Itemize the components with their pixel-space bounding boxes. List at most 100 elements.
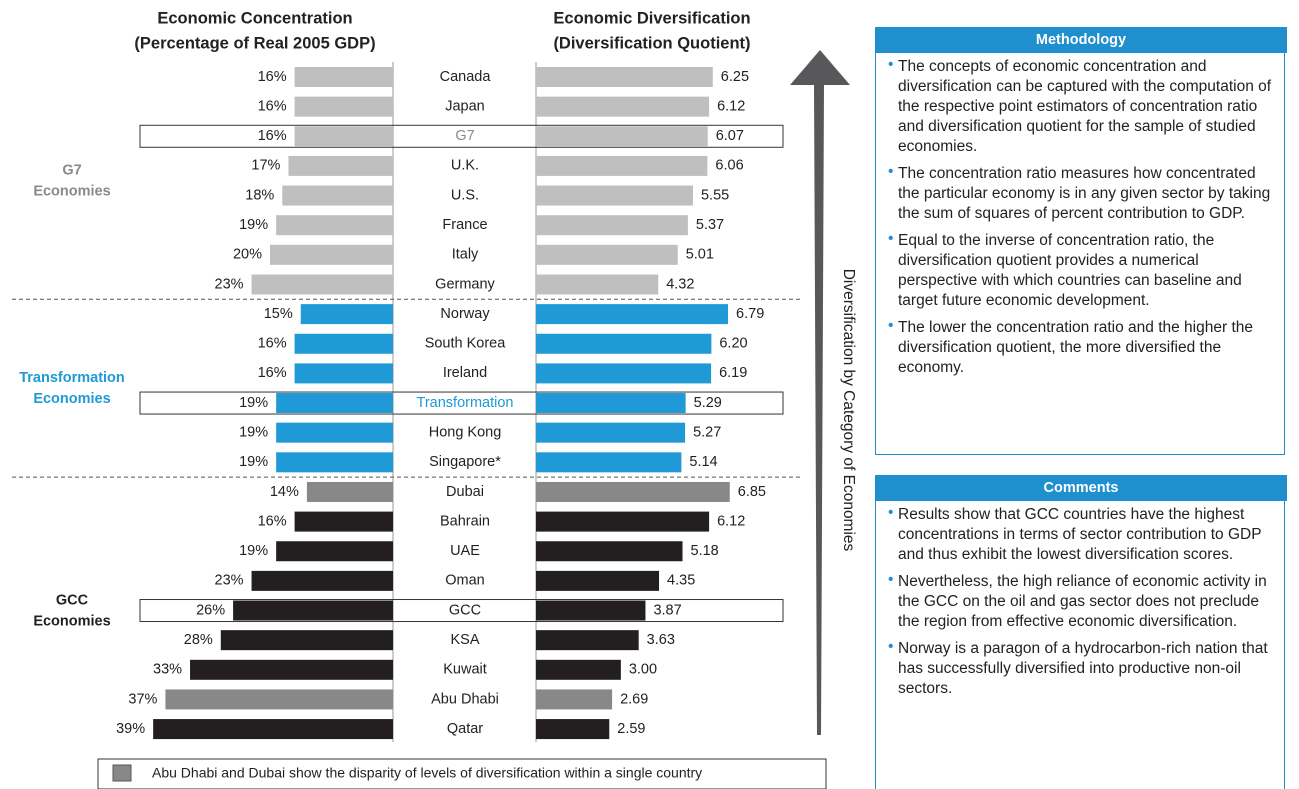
group-label: Economies — [33, 613, 110, 629]
bar — [165, 689, 393, 710]
bullet: Equal to the inverse of concentration ra… — [888, 229, 1276, 311]
right-subtitle: (Diversification Quotient) — [553, 34, 750, 52]
value-label: 2.59 — [617, 721, 645, 737]
bar — [536, 126, 708, 147]
bullet: Results show that GCC countries have the… — [888, 503, 1276, 565]
bar — [276, 393, 393, 414]
bar — [536, 659, 621, 680]
value-label: 5.55 — [701, 187, 729, 203]
bar — [294, 67, 393, 87]
methodology-title: Methodology — [875, 27, 1287, 53]
value-label: 5.01 — [686, 247, 714, 263]
category-label: Hong Kong — [429, 425, 502, 441]
bar — [300, 304, 393, 325]
value-label: 3.00 — [629, 662, 657, 678]
bar — [294, 333, 393, 354]
value-label: 5.37 — [696, 217, 724, 233]
bar — [251, 274, 393, 295]
value-label: 6.06 — [715, 158, 743, 174]
comments-body: Results show that GCC countries have the… — [875, 501, 1285, 789]
bar — [536, 719, 610, 740]
left-title: Economic Concentration — [157, 9, 352, 27]
bullet: The concentration ratio measures how con… — [888, 162, 1276, 224]
value-label: 3.87 — [653, 602, 681, 618]
category-label: Germany — [435, 276, 495, 292]
bar — [536, 570, 660, 591]
bar — [220, 630, 393, 651]
bar — [190, 659, 393, 680]
bar — [536, 481, 730, 502]
value-label: 5.18 — [691, 543, 719, 559]
bar — [294, 96, 393, 117]
bar — [294, 511, 393, 532]
chart: Economic Concentration (Percentage of Re… — [12, 9, 857, 789]
value-label: 19% — [239, 395, 268, 411]
category-label: Abu Dhabi — [431, 691, 499, 707]
bar — [276, 422, 393, 443]
value-label: 4.32 — [666, 276, 694, 292]
value-label: 6.25 — [721, 69, 749, 85]
bar — [536, 215, 688, 236]
group-label: GCC — [56, 592, 89, 608]
group-label: Transformation — [19, 370, 125, 386]
category-label: Ireland — [443, 365, 487, 381]
bar — [536, 689, 613, 710]
value-label: 37% — [128, 691, 157, 707]
bar — [536, 333, 712, 354]
bar — [536, 630, 639, 651]
value-label: 6.20 — [719, 336, 747, 352]
bullet: Norway is a paragon of a hydrocarbon-ric… — [888, 637, 1276, 699]
group-label: Economies — [33, 184, 110, 200]
bullet: The concepts of economic concentration a… — [888, 55, 1276, 157]
right-title: Economic Diversification — [553, 9, 750, 27]
bar — [306, 481, 393, 502]
value-label: 14% — [270, 484, 299, 500]
value-label: 16% — [258, 98, 287, 114]
bar — [276, 541, 393, 562]
bar — [294, 126, 393, 147]
category-label: Singapore* — [429, 454, 501, 470]
bar — [251, 570, 393, 591]
bar — [233, 600, 393, 621]
value-label: 20% — [233, 247, 262, 263]
bar — [536, 600, 646, 621]
bar — [536, 96, 710, 117]
value-label: 16% — [258, 513, 287, 529]
bar — [294, 363, 393, 384]
value-label: 19% — [239, 454, 268, 470]
category-label: Bahrain — [440, 513, 490, 529]
group-label: Economies — [33, 391, 110, 407]
bar — [536, 541, 683, 562]
value-label: 19% — [239, 217, 268, 233]
bullet: The lower the concentration ratio and th… — [888, 316, 1276, 378]
category-label: South Korea — [425, 336, 507, 352]
arrow-label: Diversification by Category of Economies — [840, 269, 857, 552]
category-label: KSA — [450, 632, 479, 648]
bar — [536, 422, 686, 443]
category-label: Qatar — [447, 721, 483, 737]
value-label: 33% — [153, 662, 182, 678]
value-label: 23% — [215, 573, 244, 589]
value-label: 16% — [258, 365, 287, 381]
bar — [536, 363, 712, 384]
value-label: 18% — [245, 187, 274, 203]
value-label: 4.35 — [667, 573, 695, 589]
value-label: 17% — [251, 158, 280, 174]
bullet: Nevertheless, the high reliance of econo… — [888, 570, 1276, 632]
value-label: 16% — [258, 336, 287, 352]
highlight-box — [139, 124, 784, 148]
footnote: Abu Dhabi and Dubai show the disparity o… — [152, 765, 702, 781]
bar — [536, 393, 686, 414]
bar — [536, 155, 708, 176]
group-label: G7 — [62, 163, 81, 179]
value-label: 6.79 — [736, 306, 764, 322]
value-label: 28% — [184, 632, 213, 648]
left-subtitle: (Percentage of Real 2005 GDP) — [134, 34, 375, 52]
category-label: Norway — [440, 306, 490, 322]
methodology-body: The concepts of economic concentration a… — [875, 53, 1285, 455]
bar — [536, 274, 659, 295]
value-label: 5.14 — [689, 454, 717, 470]
value-label: 2.69 — [620, 691, 648, 707]
bar — [288, 155, 393, 176]
value-label: 6.12 — [717, 513, 745, 529]
